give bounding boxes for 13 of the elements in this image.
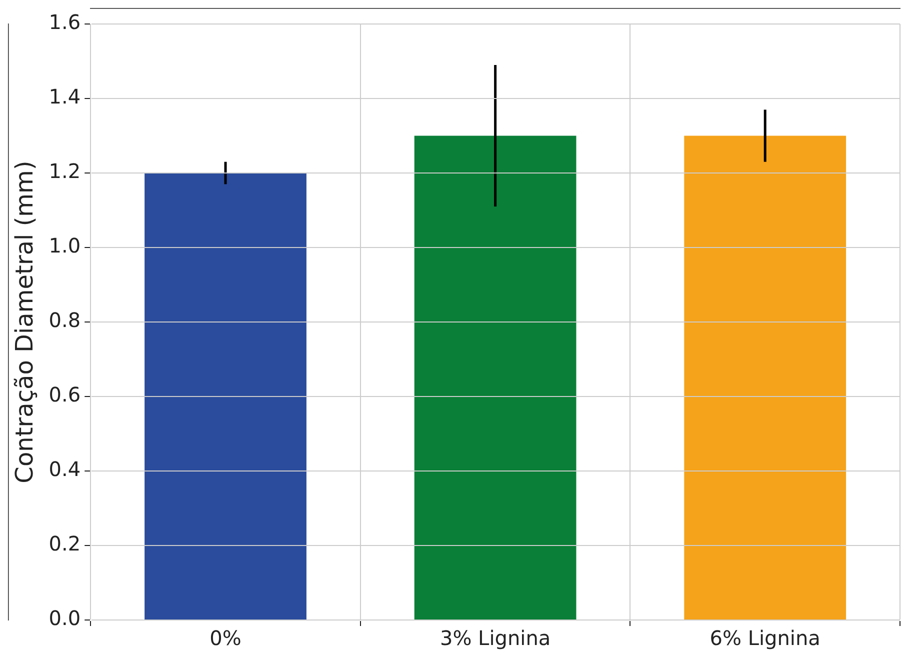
y-tick-label: 0.6 bbox=[48, 382, 81, 407]
y-tick-label: 1.0 bbox=[48, 234, 81, 258]
y-tick-label: 1.6 bbox=[48, 10, 81, 34]
x-tick-label: 3% Lignina bbox=[440, 626, 551, 650]
y-tick-label: 0.2 bbox=[48, 532, 81, 556]
x-tick-label: 6% Lignina bbox=[710, 626, 820, 650]
y-tick-label: 1.2 bbox=[48, 159, 81, 184]
y-tick-label: 0.0 bbox=[48, 606, 81, 630]
y-tick-label: 0.8 bbox=[48, 308, 81, 332]
y-tick-label: 1.4 bbox=[48, 84, 81, 109]
y-tick-label: 0.4 bbox=[48, 457, 81, 482]
x-tick-label: 0% bbox=[210, 626, 242, 650]
y-axis-title: Contração Diametral (mm) bbox=[10, 160, 39, 484]
